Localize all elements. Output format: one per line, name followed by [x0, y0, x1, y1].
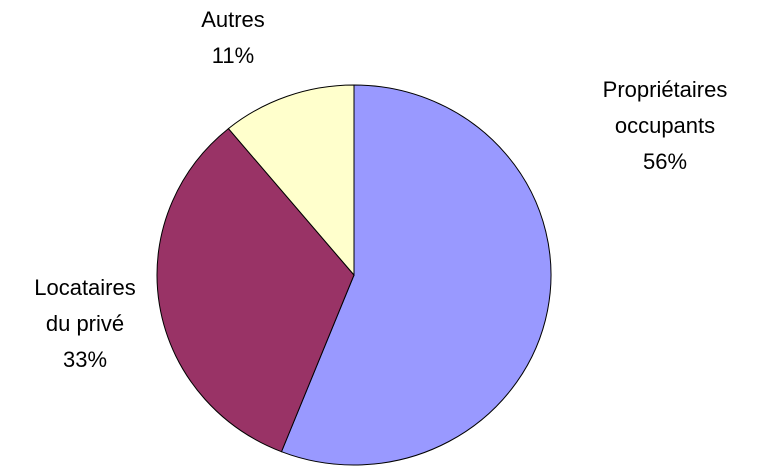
pie-slice: [156, 127, 355, 453]
slice-label: Autres 11%: [173, 2, 293, 74]
category-label: Locataires du privé: [34, 275, 136, 336]
slice-label: Propriétaires occupants 56%: [578, 72, 753, 180]
value-label: 33%: [62, 347, 108, 372]
pie-slice: [227, 84, 355, 277]
pie-slice: [280, 84, 552, 466]
slice-label: Locataires du privé 33%: [23, 270, 148, 378]
category-label: Propriétaires occupants: [602, 77, 728, 138]
value-label: 11%: [211, 43, 255, 68]
category-label: Autres: [201, 7, 265, 32]
value-label: 56%: [642, 149, 688, 174]
